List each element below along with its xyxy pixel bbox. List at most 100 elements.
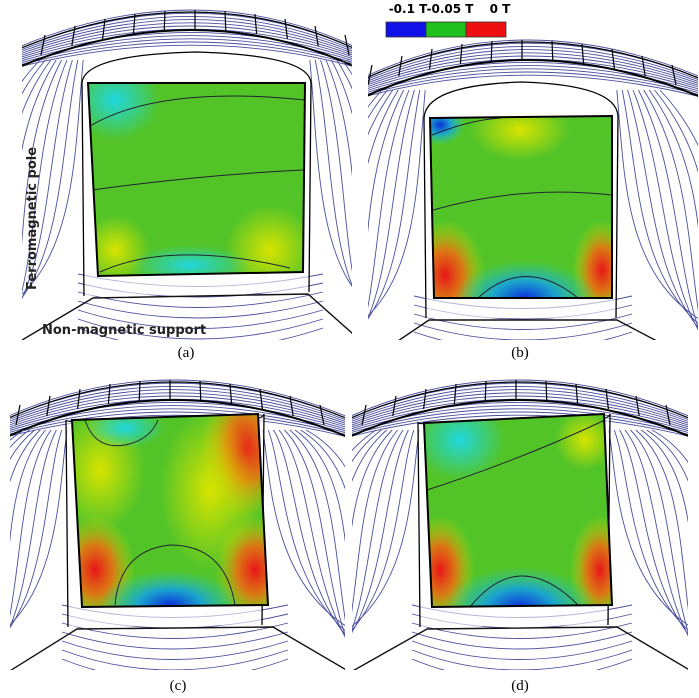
field-line: [278, 429, 345, 638]
field-line: [289, 429, 345, 622]
field-line: [352, 392, 688, 424]
field-line: [22, 31, 352, 60]
panel-label: (c): [170, 678, 187, 694]
field-line: [352, 429, 393, 529]
field-line: [10, 392, 345, 424]
field-line: [10, 395, 345, 426]
stator-tooth: [605, 388, 609, 410]
field-line: [352, 429, 415, 631]
panel: [10, 365, 345, 670]
field-blob: [455, 260, 595, 298]
field-line: [368, 55, 698, 86]
field-line: [22, 59, 57, 151]
stator-tooth: [40, 34, 46, 56]
panel: [352, 365, 688, 670]
field-blob: [88, 83, 160, 140]
field-line: [352, 429, 388, 483]
field-line: [77, 300, 324, 319]
field-line: [22, 38, 352, 64]
stator-edge: [352, 399, 688, 437]
stator-tooth: [344, 34, 350, 56]
field-line: [267, 429, 345, 631]
field-line: [654, 89, 698, 173]
field-line: [10, 385, 345, 421]
stator-tooth: [319, 404, 325, 426]
stator-tooth: [107, 383, 111, 405]
stator-tooth: [132, 13, 136, 35]
field-line: [22, 25, 352, 56]
stator-tooth: [77, 388, 81, 410]
field-line: [352, 408, 688, 433]
field-line: [61, 649, 289, 670]
field-line: [368, 71, 698, 95]
stator-tooth: [453, 383, 457, 405]
contour: [84, 419, 159, 447]
stator-tooth: [392, 395, 397, 417]
stator-edge: [10, 399, 345, 437]
stator-tooth: [490, 40, 493, 62]
field-line: [368, 39, 698, 77]
magnet: [424, 414, 612, 607]
support-edge: [352, 626, 688, 670]
support-edge: [22, 293, 352, 340]
stator-edge: [368, 41, 698, 79]
magnet-outline: [428, 114, 613, 299]
field-line: [368, 89, 426, 317]
field-line: [368, 89, 421, 320]
panel: [368, 0, 698, 340]
panel: [22, 0, 352, 340]
contour: [469, 575, 581, 607]
field-line: [368, 89, 394, 136]
field-line: [659, 89, 698, 147]
contour: [91, 169, 304, 191]
field-line: [613, 429, 688, 631]
colorbar-blue: [385, 21, 427, 38]
field-line: [22, 44, 352, 67]
field-line: [10, 401, 345, 430]
stator-tooth: [46, 395, 51, 417]
stator-tooth: [259, 388, 263, 410]
stator-edge: [22, 11, 352, 49]
stator-edge: [22, 29, 352, 67]
field-line: [632, 89, 698, 331]
colorbar: -0.1 T -0.05 T 0 T: [385, 2, 511, 38]
field-line: [624, 429, 688, 637]
field-line: [22, 59, 52, 115]
field-line: [61, 622, 289, 639]
field-line: [352, 429, 398, 613]
contour: [477, 276, 579, 298]
field-line: [10, 429, 68, 626]
stator-tooth: [575, 383, 579, 405]
stator-tooth: [199, 380, 202, 402]
field-line: [411, 640, 633, 660]
magnet: [88, 83, 305, 276]
field-line: [368, 89, 415, 320]
field-line: [10, 429, 52, 617]
stator-tooth: [484, 380, 487, 402]
field-line: [368, 68, 698, 94]
stator-tooth: [641, 55, 646, 77]
field-line: [10, 379, 345, 417]
stator-tooth: [314, 25, 319, 47]
field-line: [368, 61, 698, 90]
field-line: [320, 59, 352, 272]
stator-tooth: [229, 383, 233, 405]
field-line: [22, 9, 352, 47]
support-edge: [398, 319, 657, 340]
field-line: [61, 640, 289, 660]
field-line: [368, 45, 698, 81]
stator-edge: [10, 381, 345, 419]
field-line: [368, 49, 698, 82]
field-line: [630, 429, 688, 634]
field-line: [640, 429, 688, 524]
field-line: [352, 385, 688, 421]
field-line: [22, 59, 73, 300]
stator-tooth: [398, 55, 403, 77]
field-line: [627, 89, 698, 329]
annotation: Non-magnetic support: [42, 323, 206, 338]
colorbar-red: [465, 21, 507, 38]
contour: [426, 419, 606, 491]
magnet-outline: [86, 82, 307, 278]
stator-tooth: [671, 64, 677, 86]
field-line: [10, 429, 46, 544]
